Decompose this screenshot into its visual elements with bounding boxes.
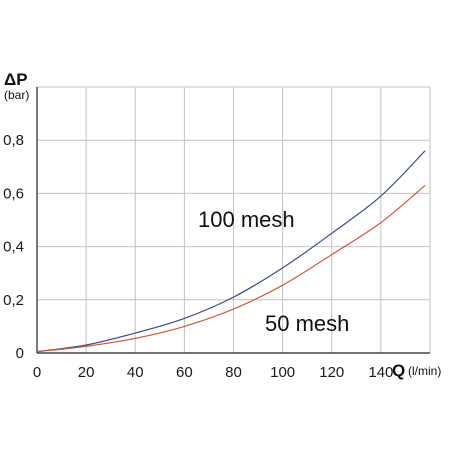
annotation-50-mesh: 50 mesh — [265, 311, 349, 336]
x-tick-label: 80 — [225, 364, 242, 381]
x-tick-label: 0 — [33, 364, 41, 381]
y-tick-label: 0,8 — [3, 132, 24, 149]
y-tick-label: 0,4 — [3, 239, 24, 256]
series-line-100-mesh — [36, 150, 426, 353]
x-tick-label: 40 — [127, 364, 144, 381]
y-tick-label: 0,6 — [3, 185, 24, 202]
annotation-100-mesh: 100 mesh — [198, 207, 295, 232]
x-tick-label: 120 — [319, 364, 344, 381]
x-axis-unit: (l/min) — [408, 364, 441, 378]
series-line-50-mesh — [36, 184, 426, 353]
y-axis-unit: (bar) — [4, 88, 29, 102]
y-tick-label: 0 — [16, 345, 24, 362]
x-tick-label: 100 — [270, 364, 295, 381]
y-tick-label: 0,2 — [3, 292, 24, 309]
y-axis-symbol: ΔP — [4, 70, 28, 89]
x-tick-label: 60 — [176, 364, 193, 381]
grid — [37, 86, 431, 353]
series-lines — [36, 150, 426, 353]
x-tick-label: 140 — [368, 364, 393, 381]
x-tick-label: 20 — [78, 364, 95, 381]
x-axis-symbol: Q — [392, 361, 405, 380]
axes — [36, 87, 430, 354]
x-tick-labels: 0 20 40 60 80 100 120 140 — [33, 364, 394, 381]
y-tick-labels: 0 0,2 0,4 0,6 0,8 — [3, 132, 24, 362]
